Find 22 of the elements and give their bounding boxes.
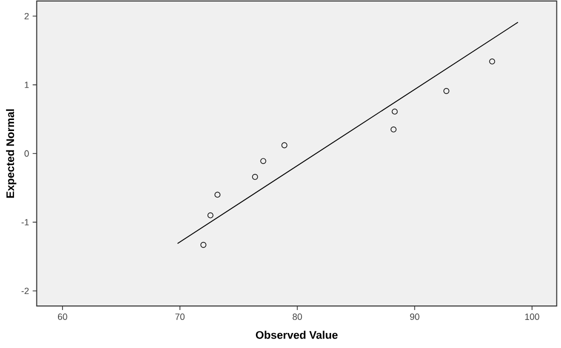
y-tick-label: 1 (24, 82, 29, 88)
y-axis-title: Expected Normal (6, 109, 16, 198)
y-tick-label: -2 (22, 288, 29, 294)
point (207, 212, 214, 218)
point (390, 126, 396, 132)
x-axis-title: Observed Value (256, 330, 338, 339)
x-tick-label: 70 (175, 314, 185, 320)
point (214, 192, 220, 198)
point (392, 108, 398, 115)
point (443, 88, 450, 94)
x-tick-label: 80 (292, 314, 302, 320)
point (489, 58, 496, 64)
y-tick-label: 2 (24, 12, 29, 20)
point (200, 242, 206, 248)
x-tick-label: 90 (410, 314, 420, 320)
x-tick-label: 60 (58, 314, 68, 320)
point (252, 174, 258, 180)
x-tick-label: 100 (525, 314, 540, 320)
y-tick-label: 0 (24, 150, 29, 157)
point (260, 158, 266, 164)
point (281, 142, 288, 148)
y-tick-label: -1 (22, 219, 29, 226)
